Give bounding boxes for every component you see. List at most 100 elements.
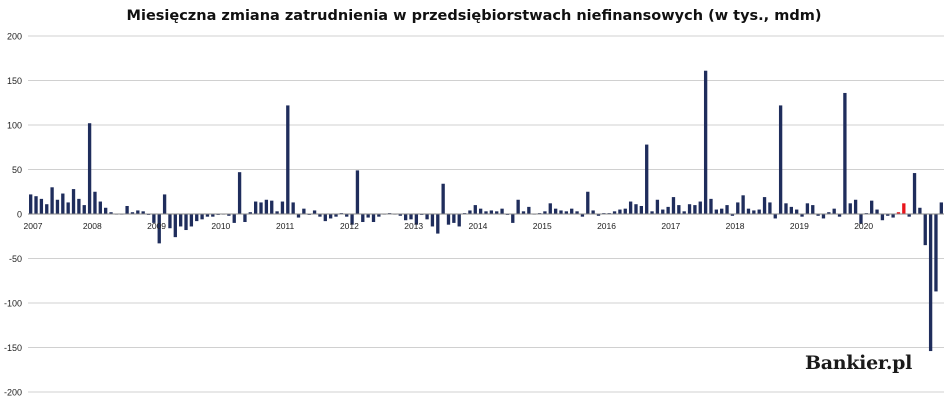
bar	[473, 205, 477, 214]
bar	[436, 214, 440, 234]
bar	[29, 194, 33, 214]
bar	[264, 199, 269, 214]
bar	[553, 208, 558, 214]
bar	[500, 208, 504, 214]
bar	[661, 209, 665, 214]
bar	[677, 205, 681, 214]
bar	[918, 207, 922, 214]
bar	[720, 208, 724, 214]
bar-highlight	[902, 203, 906, 214]
bar	[746, 208, 751, 214]
bar	[141, 211, 145, 214]
bar	[789, 206, 793, 214]
bar	[409, 214, 413, 220]
bar	[821, 214, 826, 219]
bar	[77, 198, 81, 214]
x-tick-label: 2014	[469, 221, 488, 231]
bar	[548, 203, 552, 214]
bar	[350, 214, 354, 225]
bar	[655, 199, 660, 214]
x-tick-label: 2017	[661, 221, 680, 231]
bar	[811, 205, 815, 214]
bar	[891, 214, 895, 218]
bar	[237, 172, 242, 214]
bar	[104, 207, 108, 214]
bar	[55, 199, 60, 214]
y-tick-label: 150	[7, 76, 22, 86]
bar	[345, 214, 349, 217]
bar	[805, 203, 810, 214]
x-tick-label: 2010	[211, 221, 230, 231]
bar	[859, 214, 863, 224]
bar	[93, 191, 97, 214]
bar	[559, 210, 563, 214]
bar	[254, 201, 258, 214]
bar	[302, 208, 306, 214]
bar	[612, 211, 617, 214]
bar	[736, 202, 740, 214]
bar	[778, 105, 783, 214]
y-tick-label: 0	[17, 210, 22, 220]
y-tick-label: -100	[4, 299, 22, 309]
bar	[934, 214, 938, 292]
bar	[939, 202, 943, 214]
bar	[403, 214, 408, 221]
bar	[516, 199, 520, 214]
bar	[136, 210, 140, 214]
bar	[457, 214, 461, 227]
bar	[334, 214, 338, 217]
bar	[682, 211, 686, 214]
bar	[832, 208, 836, 214]
bar	[366, 214, 370, 218]
x-tick-label: 2016	[597, 221, 616, 231]
bar	[741, 195, 745, 214]
bar	[179, 214, 183, 227]
bar	[564, 211, 569, 214]
bar	[671, 197, 676, 214]
bar	[162, 194, 167, 214]
bar	[886, 214, 890, 216]
bar	[795, 209, 799, 214]
bar	[270, 200, 274, 214]
bar	[205, 214, 210, 217]
y-tick-label: -150	[4, 343, 22, 353]
bar	[928, 214, 933, 352]
bar	[714, 209, 718, 214]
bar	[511, 214, 515, 223]
bar	[570, 208, 574, 214]
bar	[912, 173, 917, 214]
bar	[371, 214, 376, 223]
bar	[762, 197, 767, 214]
bar	[880, 214, 885, 221]
bar	[280, 201, 285, 214]
bar	[377, 214, 381, 217]
bar	[50, 187, 54, 214]
bar	[543, 211, 547, 214]
bar	[639, 205, 643, 214]
bar	[227, 214, 231, 216]
bar	[296, 214, 301, 218]
bar	[211, 214, 215, 217]
bar	[784, 203, 788, 214]
bar	[489, 210, 494, 214]
bar	[527, 206, 531, 214]
bar	[618, 209, 622, 214]
bar	[752, 210, 756, 214]
bar	[125, 205, 129, 214]
bar	[130, 212, 135, 214]
bar	[286, 105, 290, 214]
bar	[66, 202, 70, 214]
bar	[666, 206, 670, 214]
bar	[693, 205, 697, 214]
bar	[907, 214, 911, 217]
x-tick-label: 2020	[854, 221, 873, 231]
bar	[698, 201, 702, 214]
bar	[168, 214, 172, 229]
bar	[446, 214, 451, 225]
bar	[71, 189, 76, 214]
bar	[275, 211, 279, 214]
bar	[650, 211, 654, 214]
y-tick-label: 50	[12, 165, 22, 175]
x-tick-label: 2011	[276, 221, 295, 231]
